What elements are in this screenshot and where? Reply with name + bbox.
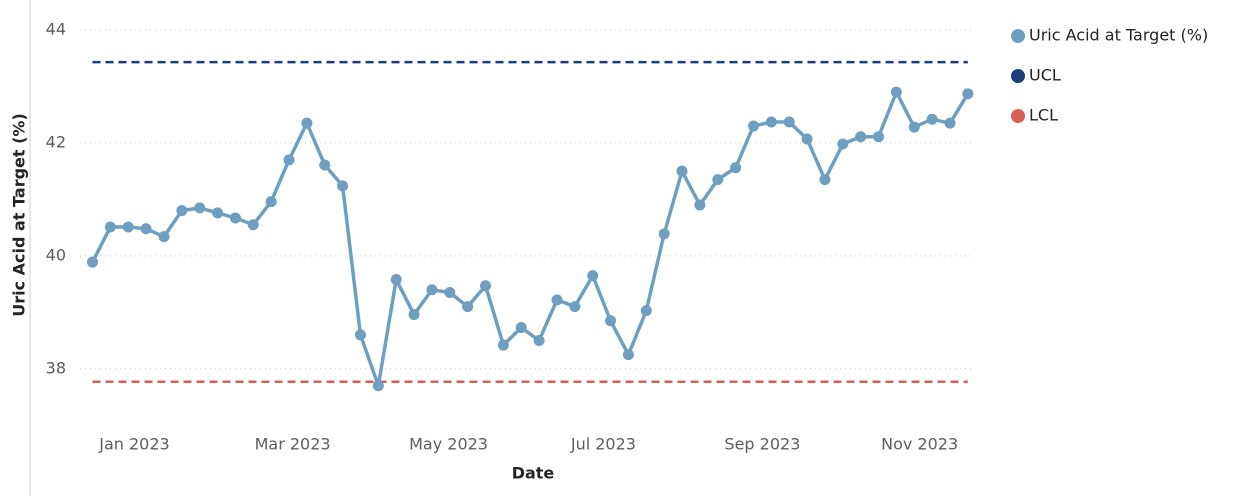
data-point [122, 221, 134, 233]
data-point [783, 116, 795, 128]
y-tick-label: 42 [46, 132, 66, 151]
data-point [140, 223, 152, 235]
y-tick-label: 44 [46, 19, 66, 38]
data-point [158, 231, 170, 243]
data-point [408, 309, 420, 321]
x-tick-label: Nov 2023 [881, 435, 958, 454]
x-tick-label: Mar 2023 [255, 435, 331, 454]
data-point [480, 280, 492, 292]
data-point [426, 284, 438, 296]
data-point [908, 121, 920, 133]
data-point [497, 339, 509, 351]
data-point [605, 315, 617, 327]
data-point [551, 294, 563, 306]
data-point [462, 301, 474, 313]
data-point [247, 219, 259, 231]
data-point [319, 159, 331, 171]
y-axis-label: Uric Acid at Target (%) [10, 113, 29, 317]
y-tick-label: 40 [46, 245, 66, 264]
data-point [337, 180, 349, 192]
data-point [801, 133, 813, 145]
x-tick-label: Jul 2023 [570, 435, 636, 454]
series-line [90, 90, 970, 388]
data-point [354, 329, 366, 341]
legend-label: UCL [1029, 66, 1061, 85]
data-point [390, 274, 402, 286]
x-tick-label: May 2023 [409, 435, 488, 454]
data-point [890, 86, 902, 98]
data-point [229, 212, 241, 224]
data-point [712, 174, 724, 186]
data-point [837, 138, 849, 150]
y-tick-label: 38 [46, 358, 66, 377]
data-point [658, 228, 670, 240]
data-point [694, 199, 706, 211]
data-point [640, 305, 652, 317]
data-point [855, 131, 867, 143]
data-point [730, 162, 742, 174]
legend-marker [1011, 29, 1025, 43]
data-point [622, 349, 634, 361]
data-point [104, 221, 116, 233]
data-point [873, 131, 885, 143]
data-point [676, 165, 688, 177]
x-tick-label: Jan 2023 [98, 435, 169, 454]
data-point [533, 335, 545, 347]
data-point [962, 88, 974, 100]
data-point [765, 116, 777, 128]
data-point [587, 270, 599, 282]
x-axis-label: Date [512, 464, 555, 483]
data-point [444, 287, 456, 299]
data-point [194, 202, 206, 214]
data-point [569, 301, 581, 313]
data-point [176, 205, 188, 217]
legend-marker [1011, 109, 1025, 123]
legend-marker [1011, 69, 1025, 83]
data-point [372, 380, 384, 392]
data-point [747, 120, 759, 132]
data-point [301, 117, 313, 129]
legend-label: LCL [1029, 106, 1058, 125]
data-point [283, 154, 295, 166]
data-point [212, 207, 224, 219]
data-point [926, 113, 938, 125]
data-point [87, 256, 99, 268]
x-tick-label: Sep 2023 [724, 435, 800, 454]
data-point [944, 117, 956, 129]
legend-label: Uric Acid at Target (%) [1029, 26, 1208, 45]
data-point [515, 322, 527, 334]
data-point [265, 196, 277, 208]
data-point [819, 174, 831, 186]
